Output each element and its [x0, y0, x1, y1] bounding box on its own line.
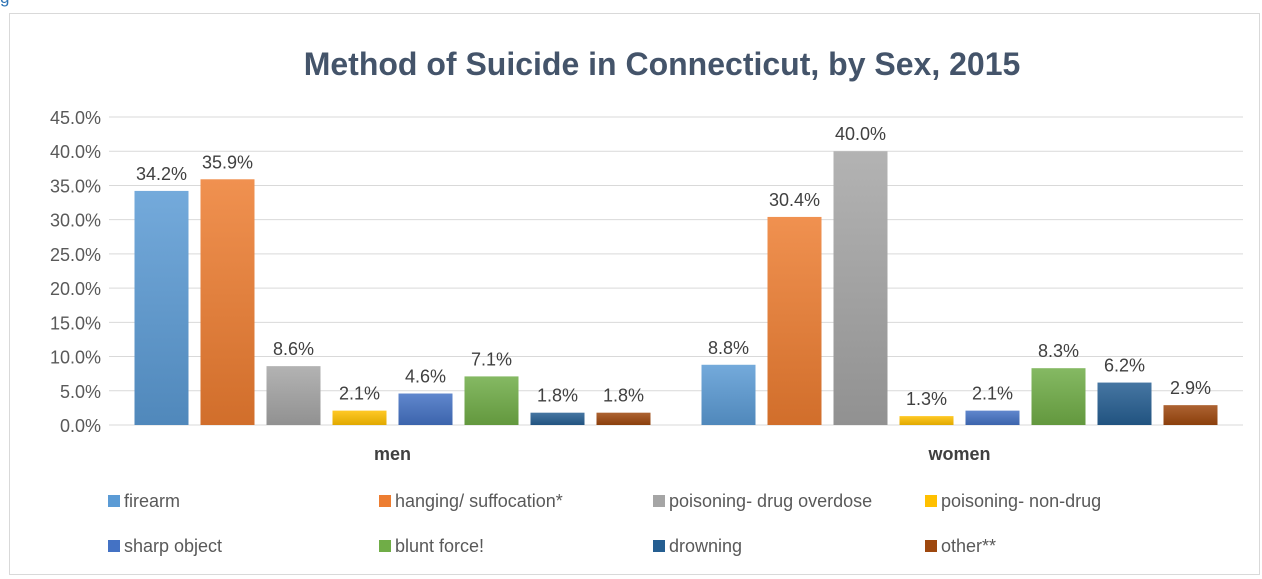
legend-item: poisoning- non-drug: [925, 491, 1101, 511]
legend-swatch: [379, 540, 391, 552]
bar-men-3: [332, 410, 387, 425]
data-label: 7.1%: [471, 349, 512, 369]
chart-frame: Method of Suicide in Connecticut, by Sex…: [9, 13, 1260, 575]
bar-men-5: [464, 376, 519, 425]
legend-label: drowning: [669, 536, 742, 556]
legend-swatch: [379, 495, 391, 507]
data-label: 4.6%: [405, 367, 446, 387]
legend-swatch: [108, 540, 120, 552]
top-snippet-text: g: [0, 0, 420, 8]
y-tick-label: 45.0%: [50, 108, 101, 128]
data-label: 1.3%: [906, 389, 947, 409]
bar-men-1: [200, 179, 255, 425]
data-label: 1.8%: [603, 386, 644, 406]
y-axis: 0.0% 5.0% 10.0% 15.0% 20.0% 25.0% 30.0% 35.0% 40…: [50, 108, 101, 436]
data-label: 1.8%: [537, 386, 578, 406]
legend-item: drowning: [653, 536, 742, 556]
x-axis: men women: [374, 444, 991, 464]
legend-item: blunt force!: [379, 536, 484, 556]
y-tick-label: 10.0%: [50, 348, 101, 368]
bar-women-3: [899, 416, 954, 425]
bars: 34.2% 35.9% 8.6% 2.1% 4.6% 7.1% 1.8% 1.8% 8.8% 30…: [134, 124, 1218, 425]
bar-women-2: [833, 151, 888, 425]
y-tick-label: 20.0%: [50, 279, 101, 299]
y-tick-label: 35.0%: [50, 176, 101, 196]
data-label: 2.1%: [339, 384, 380, 404]
y-tick-label: 0.0%: [60, 416, 101, 436]
data-label: 2.9%: [1170, 378, 1211, 398]
legend-item: poisoning- drug overdose: [653, 491, 872, 511]
legend-swatch: [925, 495, 937, 507]
bar-men-6: [530, 412, 585, 425]
x-category-label: men: [374, 444, 411, 464]
bar-men-7: [596, 412, 651, 425]
legend-label: hanging/ suffocation*: [395, 491, 563, 511]
legend-swatch: [108, 495, 120, 507]
bar-women-0: [701, 364, 756, 425]
chart-title: Method of Suicide in Connecticut, by Sex…: [304, 46, 1021, 82]
bar-men-2: [266, 366, 321, 425]
y-tick-label: 25.0%: [50, 245, 101, 265]
bar-men-0: [134, 190, 189, 425]
legend-item: hanging/ suffocation*: [379, 491, 563, 511]
legend-label: other**: [941, 536, 996, 556]
data-label: 8.8%: [708, 338, 749, 358]
legend-label: sharp object: [124, 536, 222, 556]
data-label: 30.4%: [769, 190, 820, 210]
x-category-label: women: [927, 444, 990, 464]
legend-label: poisoning- non-drug: [941, 491, 1101, 511]
y-tick-label: 15.0%: [50, 313, 101, 333]
y-tick-label: 5.0%: [60, 382, 101, 402]
data-label: 35.9%: [202, 152, 253, 172]
y-tick-label: 40.0%: [50, 142, 101, 162]
bar-women-1: [767, 216, 822, 425]
legend-label: poisoning- drug overdose: [669, 491, 872, 511]
y-tick-label: 30.0%: [50, 211, 101, 231]
legend-item: other**: [925, 536, 996, 556]
data-label: 6.2%: [1104, 356, 1145, 376]
legend-item: firearm: [108, 491, 180, 511]
data-label: 8.3%: [1038, 341, 1079, 361]
bar-women-7: [1163, 405, 1218, 425]
legend-item: sharp object: [108, 536, 222, 556]
legend-label: blunt force!: [395, 536, 484, 556]
data-label: 40.0%: [835, 124, 886, 144]
bar-chart: Method of Suicide in Connecticut, by Sex…: [50, 46, 1243, 556]
bar-women-4: [965, 410, 1020, 425]
legend: firearm hanging/ suffocation* poisoning- d…: [108, 491, 1101, 556]
legend-swatch: [653, 540, 665, 552]
legend-swatch: [653, 495, 665, 507]
legend-label: firearm: [124, 491, 180, 511]
bar-women-6: [1097, 382, 1152, 425]
legend-swatch: [925, 540, 937, 552]
data-label: 34.2%: [136, 164, 187, 184]
bar-men-4: [398, 393, 453, 425]
bar-women-5: [1031, 368, 1086, 425]
data-label: 8.6%: [273, 339, 314, 359]
data-label: 2.1%: [972, 384, 1013, 404]
